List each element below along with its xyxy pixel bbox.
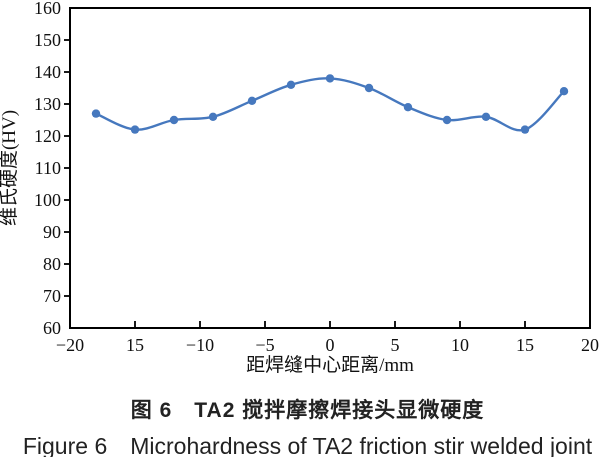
plot-frame [69,7,591,329]
x-tick-label: 20 [581,335,599,355]
x-tick-label: 15 [126,335,144,355]
y-tick-label: 90 [43,222,61,242]
data-point [403,103,413,112]
x-tick-label: 0 [326,335,335,355]
x-axis-ticks: −20 15 −10 −5 0 5 10 15 20 [56,321,599,355]
data-point [520,125,530,134]
series-line [95,77,565,132]
x-tick-label: 10 [451,335,469,355]
data-point [559,87,569,96]
data-point [325,74,335,83]
data-point [481,112,491,122]
x-tick-label: 15 [516,335,534,355]
y-axis-ticks: 60 70 80 90 100 110 120 130 140 150 160 [34,0,71,338]
data-point [286,80,296,90]
x-tick-label: −20 [56,335,84,355]
y-tick-label: 150 [34,30,61,50]
y-tick-label: 60 [43,318,61,338]
data-point [247,96,257,106]
data-point [91,109,101,118]
x-tick-label: 5 [391,335,400,355]
data-series [91,74,569,134]
y-tick-label: 140 [34,62,61,82]
y-tick-label: 80 [43,254,61,274]
data-point [364,83,374,93]
caption-chinese: 图 6 TA2 搅拌摩擦焊接头显微硬度 [130,399,485,422]
x-tick-label: −10 [186,335,214,355]
data-point [208,112,218,122]
y-axis-label: 维氏硬度(HV) [0,110,20,226]
y-tick-label: 110 [35,158,61,178]
y-tick-label: 70 [43,286,61,306]
caption-english: Figure 6 Microhardness of TA2 friction s… [22,433,593,457]
y-tick-label: 120 [34,126,61,146]
y-tick-label: 100 [34,190,61,210]
x-tick-label: −5 [255,335,274,355]
data-point [169,115,179,125]
data-point [130,125,140,134]
x-axis-label: 距焊缝中心距离/mm [246,354,414,376]
y-tick-label: 130 [34,94,61,114]
data-point [442,115,452,125]
y-tick-label: 160 [34,0,61,18]
